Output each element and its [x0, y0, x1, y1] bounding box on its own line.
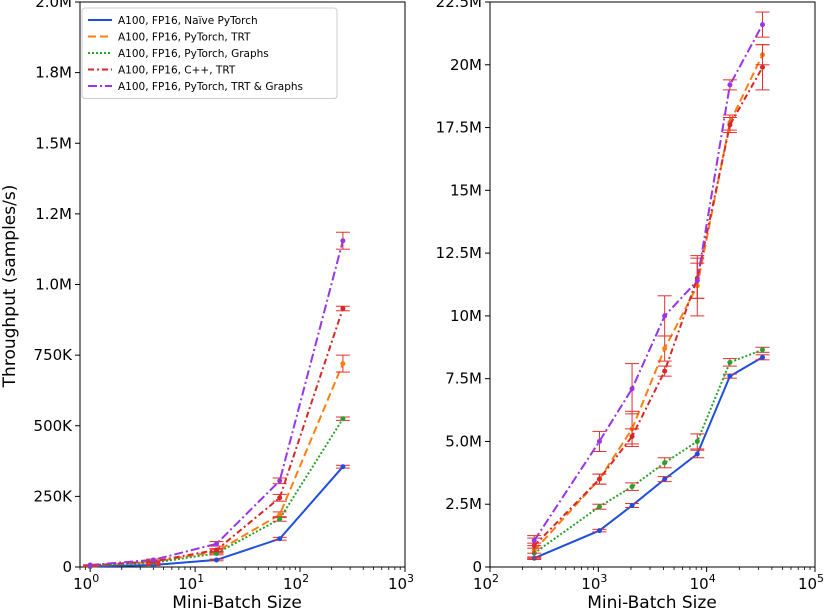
y-tick-label: 10M: [450, 307, 482, 325]
data-point: [662, 476, 668, 482]
x-tick-label: 100: [73, 572, 99, 593]
series-line: [533, 356, 764, 560]
y-tick-label: 2.0M: [35, 0, 72, 11]
data-point: [662, 346, 668, 352]
series-line: [90, 308, 344, 567]
data-point: [277, 495, 283, 501]
data-point: [760, 354, 766, 360]
series-line: [90, 240, 344, 566]
series-line: [533, 54, 764, 552]
data-point: [150, 557, 156, 563]
data-point: [340, 464, 346, 470]
data-point: [340, 361, 346, 367]
legend-label: A100, FP16, Naïve PyTorch: [118, 15, 258, 27]
data-point: [727, 359, 733, 365]
data-point: [531, 538, 537, 544]
data-point: [629, 484, 635, 490]
x-tick-label: 102: [283, 572, 309, 593]
data-point: [277, 512, 283, 518]
data-point: [596, 476, 602, 482]
y-tick-label: 1.0M: [35, 276, 72, 294]
y-tick-label: 2.5M: [445, 495, 482, 513]
data-point: [340, 306, 346, 312]
y-tick-label: 0: [62, 558, 72, 576]
y-tick-label: 17.5M: [436, 119, 482, 137]
x-tick-label: 103: [581, 572, 607, 593]
y-tick-label: 12.5M: [436, 244, 482, 262]
y-tick-label: 500K: [34, 417, 74, 435]
left-y-axis-title: Throughput (samples/s): [0, 185, 20, 389]
series-line: [90, 363, 344, 567]
data-point: [596, 504, 602, 510]
y-tick-label: 1.2M: [35, 205, 72, 223]
series-line: [533, 66, 764, 547]
left-chart-panel: 0 250K 500K 750K 1.0M 1.2M 1.5M 1.8M 2.0M 100 101 1…: [34, 0, 415, 593]
x-tick-label: 103: [388, 572, 414, 593]
data-point: [340, 238, 346, 244]
y-tick-label: 20M: [450, 56, 482, 74]
legend-label: A100, FP16, PyTorch, TRT & Graphs: [118, 81, 303, 93]
legend-label: A100, FP16, PyTorch, TRT: [118, 32, 251, 44]
y-tick-label: 1.8M: [35, 64, 72, 82]
data-point: [760, 347, 766, 353]
legend-label: A100, FP16, PyTorch, Graphs: [118, 48, 269, 60]
data-point: [727, 373, 733, 379]
data-point: [629, 502, 635, 508]
data-point: [727, 82, 733, 88]
right-x-axis-title: Mini-Batch Size: [587, 593, 717, 613]
legend-box: [81, 7, 338, 99]
x-tick-label: 104: [690, 572, 716, 593]
data-point: [87, 562, 93, 568]
data-point: [277, 536, 283, 542]
data-point: [662, 460, 668, 466]
data-point: [662, 313, 668, 319]
series-line: [533, 24, 764, 542]
data-point: [596, 438, 602, 444]
y-tick-label: 22.5M: [436, 0, 482, 11]
data-point: [214, 541, 220, 547]
data-point: [760, 22, 766, 28]
data-point: [214, 547, 220, 553]
data-point: [760, 64, 766, 70]
x-tick-label: 105: [798, 572, 824, 593]
data-point: [277, 516, 283, 522]
data-point: [340, 416, 346, 422]
data-point: [596, 528, 602, 534]
x-tick-label: 102: [473, 572, 499, 593]
data-point: [694, 438, 700, 444]
plot-frame: [489, 1, 816, 568]
data-point: [629, 433, 635, 439]
y-tick-label: 7.5M: [445, 370, 482, 388]
data-point: [694, 451, 700, 457]
data-point: [662, 368, 668, 374]
y-tick-label: 15M: [450, 181, 482, 199]
legend-label: A100, FP16, C++, TRT: [118, 65, 236, 77]
y-tick-label: 0: [472, 558, 482, 576]
data-point: [694, 278, 700, 284]
y-tick-label: 1.5M: [35, 134, 72, 152]
legend: A100, FP16, Naïve PyTorch A100, FP16, PyT…: [81, 7, 338, 99]
y-tick-label: 5.0M: [445, 432, 482, 450]
data-point: [277, 478, 283, 484]
y-tick-label: 750K: [34, 346, 74, 364]
data-point: [727, 122, 733, 128]
right-chart-panel: 0 2.5M 5.0M 7.5M 10M 12.5M 15M 17.5M 20M 22.5M 102…: [436, 0, 824, 593]
left-x-axis-title: Mini-Batch Size: [172, 593, 302, 613]
data-point: [629, 386, 635, 392]
data-point: [214, 557, 220, 563]
y-tick-label: 250K: [34, 487, 74, 505]
x-tick-label: 101: [178, 572, 204, 593]
